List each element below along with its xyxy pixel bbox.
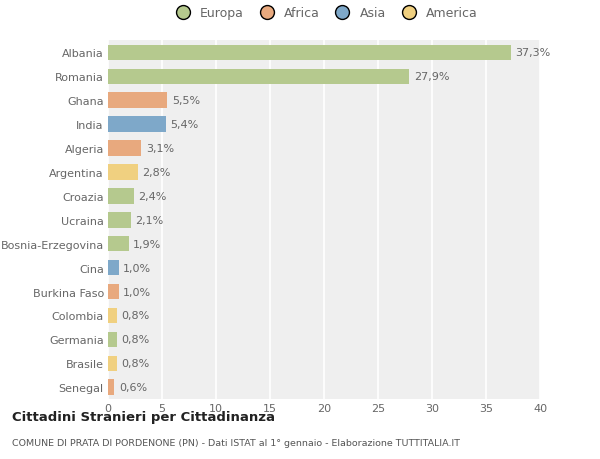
Bar xyxy=(108,213,131,228)
Bar xyxy=(108,380,115,395)
Text: 5,4%: 5,4% xyxy=(170,120,199,130)
Text: 37,3%: 37,3% xyxy=(515,48,550,58)
Bar xyxy=(108,69,409,85)
Text: 27,9%: 27,9% xyxy=(413,72,449,82)
Text: 0,6%: 0,6% xyxy=(119,382,147,392)
Text: 0,8%: 0,8% xyxy=(121,358,149,369)
Text: 0,8%: 0,8% xyxy=(121,335,149,345)
Bar xyxy=(108,260,119,276)
Bar xyxy=(108,236,128,252)
Text: 2,1%: 2,1% xyxy=(135,215,163,225)
Bar xyxy=(108,332,116,347)
Text: 2,4%: 2,4% xyxy=(138,191,167,202)
Bar xyxy=(108,308,116,324)
Text: 3,1%: 3,1% xyxy=(146,144,174,154)
Text: Cittadini Stranieri per Cittadinanza: Cittadini Stranieri per Cittadinanza xyxy=(12,410,275,423)
Bar xyxy=(108,284,119,300)
Text: 1,9%: 1,9% xyxy=(133,239,161,249)
Text: 1,0%: 1,0% xyxy=(123,287,151,297)
Text: 1,0%: 1,0% xyxy=(123,263,151,273)
Text: 2,8%: 2,8% xyxy=(143,168,171,178)
Legend: Europa, Africa, Asia, America: Europa, Africa, Asia, America xyxy=(167,5,481,22)
Bar xyxy=(108,141,142,157)
Bar xyxy=(108,165,138,180)
Bar xyxy=(108,356,116,371)
Bar xyxy=(108,189,134,204)
Text: 0,8%: 0,8% xyxy=(121,311,149,321)
Text: 5,5%: 5,5% xyxy=(172,96,200,106)
Bar xyxy=(108,45,511,61)
Bar xyxy=(108,93,167,109)
Bar xyxy=(108,117,166,133)
Text: COMUNE DI PRATA DI PORDENONE (PN) - Dati ISTAT al 1° gennaio - Elaborazione TUTT: COMUNE DI PRATA DI PORDENONE (PN) - Dati… xyxy=(12,438,460,447)
